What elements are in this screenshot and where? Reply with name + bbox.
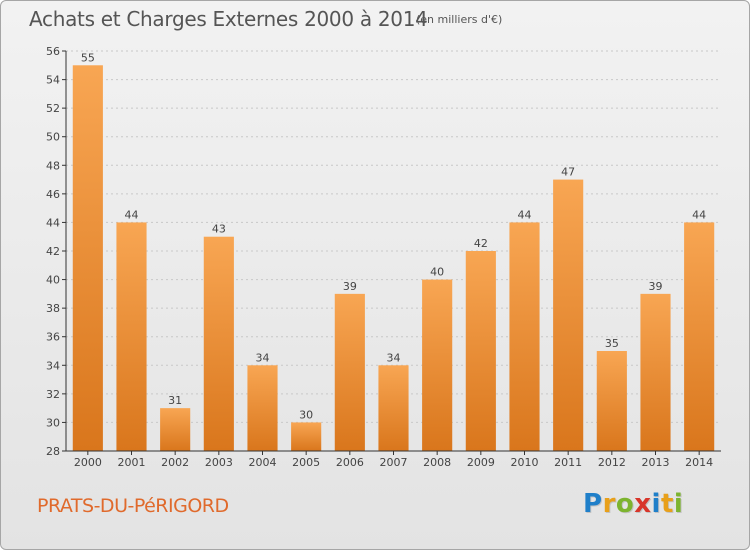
x-tick-label: 2008	[423, 456, 451, 469]
bar-value-label: 43	[212, 223, 226, 236]
bar-value-label: 44	[692, 208, 706, 221]
x-tick-label: 2000	[74, 456, 102, 469]
bar	[247, 365, 278, 451]
bar	[640, 293, 671, 451]
bar	[509, 222, 540, 451]
logo-letter: i	[651, 489, 661, 519]
bar	[72, 65, 103, 452]
logo-letter: P	[583, 489, 603, 519]
bar-value-label: 31	[168, 394, 182, 407]
x-tick-label: 2001	[118, 456, 146, 469]
logo-letter: o	[615, 489, 635, 519]
bar	[596, 351, 627, 451]
y-tick-label: 44	[46, 216, 60, 229]
x-tick-label: 2013	[642, 456, 670, 469]
bar-value-label: 44	[125, 208, 139, 221]
proxiti-logo[interactable]: Proxiti	[583, 489, 683, 519]
data-labels: 55 44 31 43 34 30 39 34 40 42 44 47 35 39 44	[81, 51, 706, 421]
bar-value-label: 35	[605, 337, 619, 350]
bar	[203, 236, 234, 451]
bar	[553, 179, 584, 452]
x-tick-label: 2010	[511, 456, 539, 469]
bar-value-label: 44	[518, 208, 532, 221]
x-tick-label: 2002	[161, 456, 189, 469]
bar-value-label: 47	[561, 166, 575, 179]
bar-value-label: 39	[343, 280, 357, 293]
bar	[116, 222, 147, 451]
bar-value-label: 30	[299, 408, 313, 421]
x-tick-label: 2005	[292, 456, 320, 469]
x-tick-label: 2014	[685, 456, 713, 469]
logo-letter: i	[673, 489, 684, 519]
axes: 28 30 32 34 36 38 40 42 44 46 48 50 52 54 56 2000 2001 20…	[46, 45, 721, 469]
x-tick-label: 2009	[467, 456, 495, 469]
y-tick-label: 34	[46, 359, 60, 372]
x-tick-label: 2012	[598, 456, 626, 469]
x-tick-label: 2007	[380, 456, 408, 469]
y-tick-label: 30	[46, 416, 60, 429]
bar-value-label: 34	[387, 351, 401, 364]
bar-value-label: 55	[81, 51, 95, 64]
x-tick-label: 2004	[249, 456, 277, 469]
x-tick-label: 2003	[205, 456, 233, 469]
bar	[291, 422, 322, 451]
bars	[72, 65, 715, 452]
y-tick-label: 28	[46, 445, 60, 458]
y-tick-label: 48	[46, 159, 60, 172]
chart-title: Achats et Charges Externes 2000 à 2014	[29, 7, 428, 31]
bar	[160, 408, 191, 451]
bar	[334, 293, 365, 451]
y-tick-label: 52	[46, 102, 60, 115]
logo-letter: r	[602, 489, 616, 519]
bar	[378, 365, 409, 451]
commune-name: PRATS-DU-PéRIGORD	[37, 495, 229, 517]
x-tick-label: 2011	[554, 456, 582, 469]
y-tick-label: 46	[46, 188, 60, 201]
y-tick-label: 40	[46, 274, 60, 287]
bar-value-label: 39	[649, 280, 663, 293]
bar	[465, 251, 496, 451]
y-tick-label: 42	[46, 245, 60, 258]
y-tick-label: 32	[46, 388, 60, 401]
bar-value-label: 40	[430, 266, 444, 279]
bar-value-label: 42	[474, 237, 488, 250]
logo-letter: t	[660, 489, 674, 519]
chart-subtitle: (en milliers d'€)	[416, 13, 503, 26]
logo-letter: x	[634, 489, 652, 519]
bar	[684, 222, 715, 451]
y-tick-label: 36	[46, 331, 60, 344]
y-tick-label: 38	[46, 302, 60, 315]
bar-value-label: 34	[256, 351, 270, 364]
y-tick-label: 50	[46, 131, 60, 144]
bar	[422, 279, 453, 451]
x-tick-label: 2006	[336, 456, 364, 469]
y-tick-label: 54	[46, 74, 60, 87]
y-tick-label: 56	[46, 45, 60, 58]
